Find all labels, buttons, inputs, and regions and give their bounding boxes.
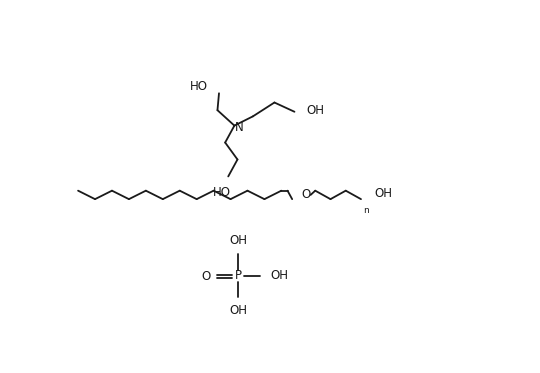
Text: OH: OH bbox=[230, 234, 247, 247]
Text: HO: HO bbox=[213, 186, 231, 200]
Text: OH: OH bbox=[375, 187, 393, 200]
Text: P: P bbox=[235, 269, 242, 282]
Text: OH: OH bbox=[307, 104, 325, 117]
Text: OH: OH bbox=[230, 304, 247, 317]
Text: O: O bbox=[301, 188, 310, 201]
Text: n: n bbox=[363, 206, 369, 215]
Text: OH: OH bbox=[271, 269, 288, 282]
Text: N: N bbox=[235, 120, 244, 134]
Text: HO: HO bbox=[190, 80, 208, 93]
Text: O: O bbox=[201, 270, 211, 283]
